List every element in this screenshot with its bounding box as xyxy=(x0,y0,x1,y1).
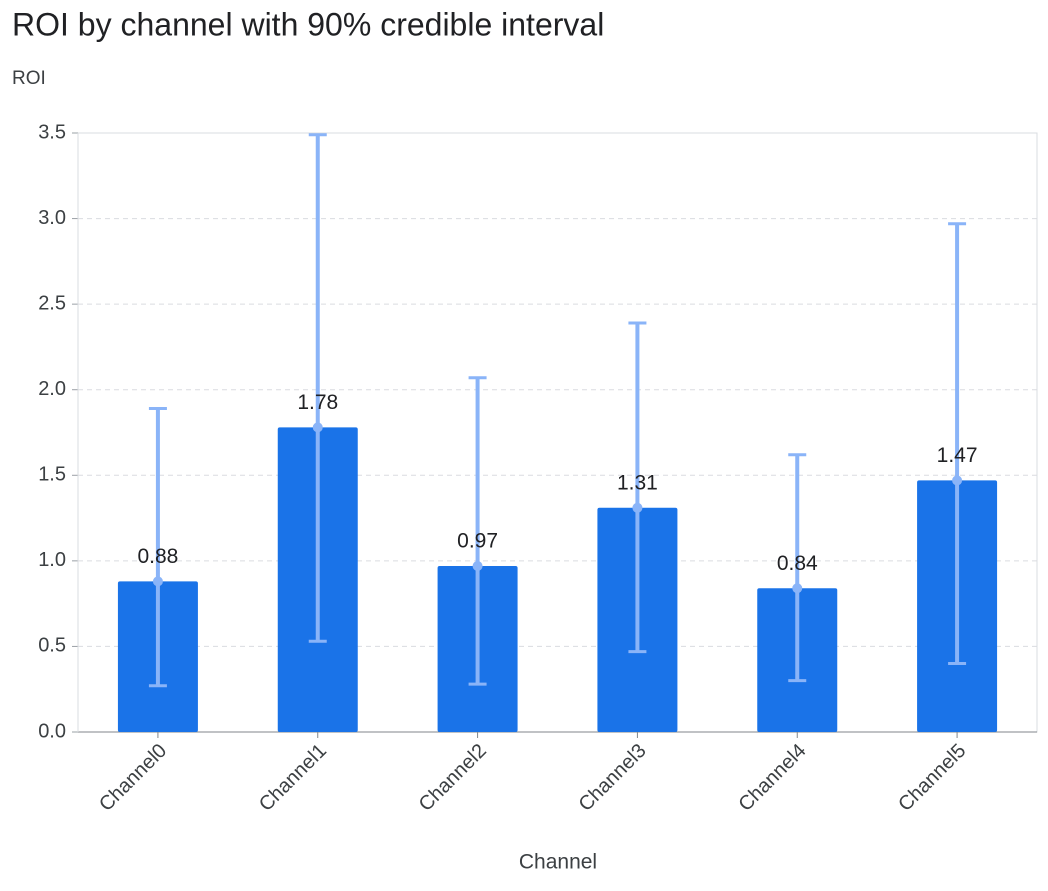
error-bar xyxy=(468,376,487,686)
error-bar xyxy=(148,407,167,688)
y-axis-label: ROI xyxy=(12,68,46,89)
value-dot xyxy=(472,560,483,571)
value-label: 0.84 xyxy=(777,552,818,575)
error-bar xyxy=(308,133,327,643)
error-bar xyxy=(788,453,807,683)
x-tick-label: Channel5 xyxy=(894,740,970,816)
value-dot xyxy=(312,422,323,433)
value-label: 0.88 xyxy=(137,545,178,568)
value-dot xyxy=(152,576,163,587)
value-label: 0.97 xyxy=(457,530,498,553)
value-label: 1.78 xyxy=(297,391,338,414)
chart-title: ROI by channel with 90% credible interva… xyxy=(12,6,604,42)
y-tick-label: 2.5 xyxy=(38,292,66,314)
y-tick-label: 3.5 xyxy=(38,121,66,143)
x-tick-label: Channel0 xyxy=(95,740,171,816)
error-bar xyxy=(628,321,647,654)
x-tick-label: Channel4 xyxy=(734,740,810,816)
value-dot xyxy=(632,502,643,513)
value-label: 1.47 xyxy=(937,444,978,467)
value-label: 1.31 xyxy=(617,471,658,494)
value-dot xyxy=(952,475,963,486)
y-tick-label: 0.0 xyxy=(38,720,66,742)
x-axis-label: Channel xyxy=(519,851,597,874)
error-bar xyxy=(948,222,967,666)
y-tick-label: 1.5 xyxy=(38,464,66,486)
x-tick-label: Channel3 xyxy=(575,740,651,816)
x-tick-label: Channel1 xyxy=(255,740,331,816)
x-tick-label: Channel2 xyxy=(415,740,491,816)
y-tick-label: 0.5 xyxy=(38,635,66,657)
value-dot xyxy=(792,583,803,594)
y-tick-label: 1.0 xyxy=(38,549,66,571)
y-tick-label: 3.0 xyxy=(38,207,66,229)
plot-frame xyxy=(77,132,1038,733)
y-tick-label: 2.0 xyxy=(38,378,66,400)
